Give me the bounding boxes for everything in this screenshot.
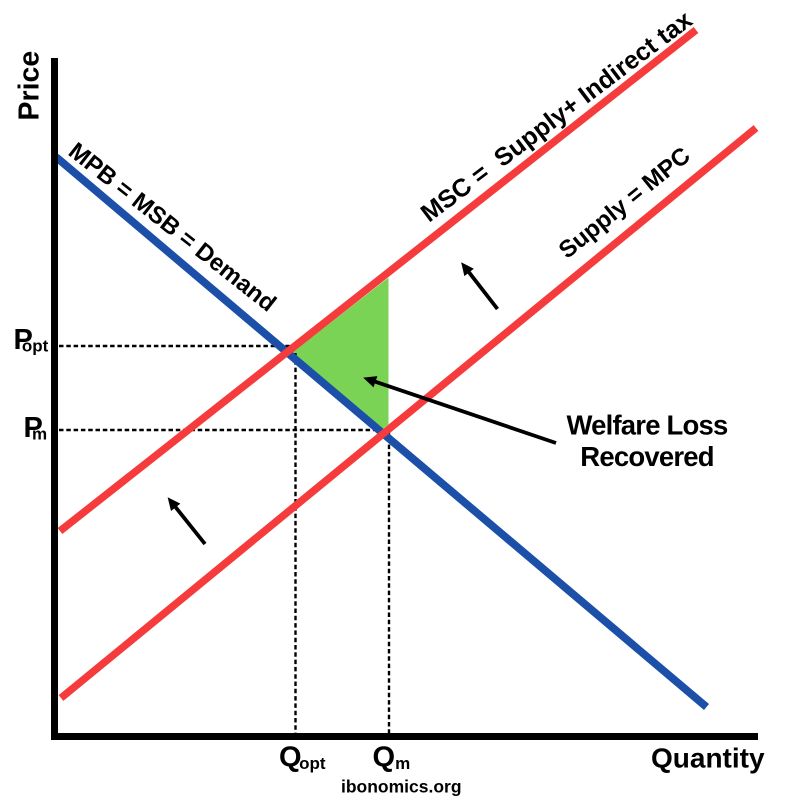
svg-text:Popt: Popt xyxy=(14,324,49,356)
svg-text:Pm: Pm xyxy=(24,412,48,444)
svg-text:ibonomics.org: ibonomics.org xyxy=(341,777,462,797)
svg-text:Price: Price xyxy=(14,51,46,121)
svg-text:Quantity: Quantity xyxy=(651,743,765,774)
svg-text:Recovered: Recovered xyxy=(580,441,713,472)
svg-text:Welfare Loss: Welfare Loss xyxy=(566,410,728,441)
